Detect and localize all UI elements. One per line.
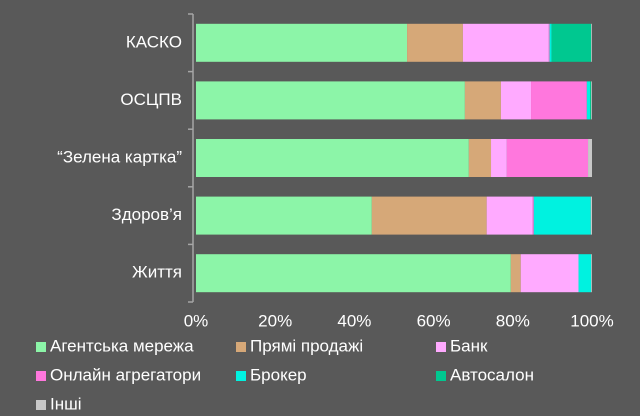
bar-segment [371, 196, 487, 235]
bar-segment [548, 23, 550, 62]
bar-segment [590, 81, 592, 120]
bar-segment [468, 139, 492, 177]
bar-segment [462, 23, 549, 62]
bar-segment [531, 81, 587, 120]
bar-segment [533, 196, 591, 235]
x-tick-label: 40% [337, 311, 371, 330]
bar-segment [532, 196, 534, 235]
bar-segment [196, 23, 408, 62]
legend-label: Прямі продажі [250, 336, 363, 355]
legend-swatch [236, 371, 246, 381]
legend-swatch [36, 342, 46, 352]
bar-segment [464, 81, 501, 120]
y-tick-label: КАСКО [126, 32, 182, 51]
bar-segment [407, 23, 463, 62]
y-tick-label: ОСЦПВ [120, 90, 182, 109]
legend-label: Інші [50, 394, 82, 413]
bar-segment [500, 81, 532, 120]
legend-label: Брокер [250, 365, 307, 384]
bar-segment [491, 139, 507, 177]
bar-segment [196, 81, 465, 120]
bar-segment [588, 139, 592, 177]
bar-segment [486, 196, 533, 235]
bar-segment [549, 23, 552, 62]
legend-swatch [36, 371, 46, 381]
legend-label: Агентська мережа [50, 336, 194, 355]
x-tick-label: 80% [496, 311, 530, 330]
bar-segment [591, 254, 592, 293]
bar-segment [506, 139, 589, 177]
bar-segment [551, 23, 592, 62]
bar-segment [510, 254, 521, 293]
legend-swatch [436, 371, 446, 381]
legend-swatch [436, 342, 446, 352]
y-tick-label: Здоров’я [111, 205, 182, 224]
bar-segment [591, 23, 592, 62]
y-tick-label: “Зелена картка” [57, 147, 182, 166]
y-tick-label: Життя [132, 263, 182, 282]
bar-segment [196, 254, 511, 293]
bar-segment [196, 196, 372, 235]
legend-label: Онлайн агрегатори [50, 365, 201, 384]
x-tick-label: 0% [184, 311, 209, 330]
bar-segment [590, 196, 592, 235]
legend-label: Автосалон [450, 365, 534, 384]
bar-segment [520, 254, 579, 293]
legend-label: Банк [450, 336, 488, 355]
x-tick-label: 20% [258, 311, 292, 330]
bar-segment [578, 254, 592, 293]
legend-swatch [36, 400, 46, 410]
bar-segment [586, 81, 591, 120]
x-tick-label: 100% [570, 311, 613, 330]
bar-segment [591, 81, 592, 120]
bar-segment [196, 139, 469, 177]
legend-swatch [236, 342, 246, 352]
x-tick-label: 60% [417, 311, 451, 330]
